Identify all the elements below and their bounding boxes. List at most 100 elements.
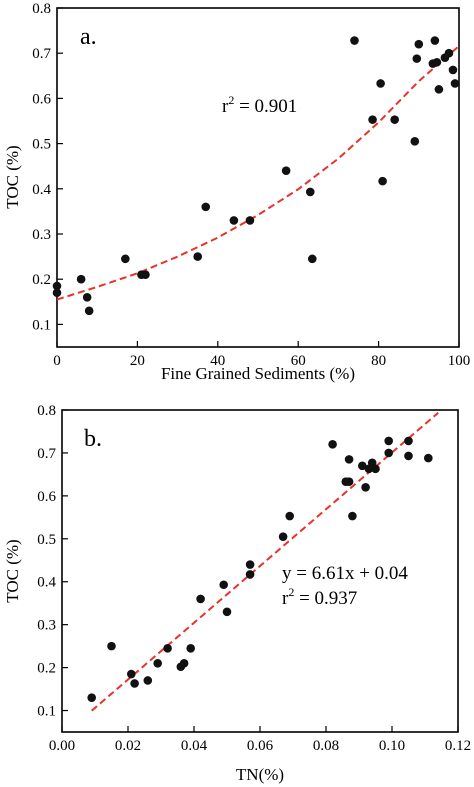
y-tick-label: 0.4 [32, 182, 51, 198]
tick-labels: 0 20 40 60 80 100 0.1 0.2 0.3 0.4 0.5 0.6 0.7 0.8 [32, 1, 470, 369]
data-point [305, 187, 315, 197]
x-tick-label: 0.00 [49, 738, 75, 754]
data-point [348, 511, 357, 521]
data-point [87, 693, 96, 702]
chart-panel-b: 0.00 0.02 0.04 0.06 0.08 0.10 0.12 0.1 0.2 0.3 0.4… [3, 403, 471, 784]
data-point [52, 281, 62, 291]
r-value: = 0.901 [234, 96, 297, 117]
data-point [384, 448, 394, 458]
data-point [450, 79, 460, 88]
data-point [410, 137, 420, 146]
data-points [87, 436, 433, 702]
y-axis-label: TOC (%) [3, 145, 22, 208]
x-tick-label: 60 [291, 353, 306, 369]
y-tick-label: 0.7 [32, 46, 51, 62]
y-tick-label: 0.5 [37, 532, 56, 548]
y-axis-label: TOC (%) [3, 539, 22, 602]
r-symbol: r [282, 588, 289, 609]
data-point [434, 85, 444, 94]
data-point [130, 679, 139, 688]
data-point [285, 511, 295, 521]
x-tick-label: 20 [130, 353, 145, 369]
data-point [358, 461, 367, 471]
data-point [432, 57, 442, 67]
data-point [52, 288, 62, 298]
data-point [153, 659, 162, 668]
data-point [378, 176, 387, 186]
panel-label: a. [80, 24, 97, 50]
data-point [384, 436, 394, 446]
data-point [390, 115, 399, 124]
x-tick-label: 0.06 [247, 738, 274, 754]
data-point [361, 482, 370, 492]
x-tick-label: 0.02 [115, 738, 141, 754]
x-tick-label: 0.08 [313, 738, 339, 754]
data-point [201, 202, 211, 212]
data-point [414, 39, 424, 49]
x-tick-label: 0.12 [445, 738, 471, 754]
fit-curve [56, 45, 460, 301]
y-tick-label: 0.2 [37, 661, 56, 677]
data-point [376, 79, 385, 88]
fit-line [91, 412, 439, 712]
y-tick-label: 0.8 [32, 1, 51, 17]
y-tick-label: 0.6 [32, 91, 51, 107]
data-point [344, 477, 354, 486]
data-point [121, 254, 130, 264]
x-axis-label: TN(%) [236, 765, 284, 784]
x-tick-label: 0 [53, 353, 61, 369]
data-point [222, 607, 232, 617]
regression-equation: y = 6.61x + 0.04 [282, 563, 408, 584]
data-point [350, 36, 359, 45]
y-tick-label: 0.2 [32, 272, 51, 288]
y-tick-label: 0.1 [32, 317, 51, 333]
data-point [444, 48, 454, 58]
data-point [229, 216, 239, 225]
data-point [143, 676, 153, 685]
data-point [430, 36, 440, 45]
panel-label: b. [84, 426, 102, 452]
x-tick-label: 100 [448, 353, 471, 369]
data-point [412, 54, 422, 63]
x-tick-label: 0.04 [181, 738, 208, 754]
data-points [52, 36, 460, 316]
r-symbol: r [222, 96, 229, 117]
data-point [84, 306, 94, 316]
x-tick-label: 40 [210, 353, 225, 369]
axis-ticks [61, 409, 459, 732]
r-exponent: 2 [288, 585, 294, 599]
r-squared-label: r2 = 0.937 [282, 585, 357, 609]
data-point [307, 254, 317, 264]
data-point [179, 659, 189, 668]
data-point [344, 455, 354, 464]
data-point [107, 641, 116, 651]
data-point [368, 115, 377, 124]
data-point [163, 643, 172, 653]
data-point [448, 65, 458, 75]
data-point [328, 440, 337, 449]
r-value: = 0.937 [294, 588, 357, 609]
y-tick-label: 0.8 [37, 403, 56, 419]
data-point [371, 464, 380, 474]
plot-frame [56, 7, 460, 348]
data-point [404, 436, 413, 446]
data-point [245, 570, 255, 579]
y-tick-label: 0.6 [37, 489, 56, 505]
y-tick-label: 0.5 [32, 137, 51, 153]
axis-ticks [56, 7, 460, 347]
y-tick-label: 0.7 [37, 446, 56, 462]
data-point [278, 532, 288, 541]
data-point [196, 594, 205, 604]
r-squared-label: r2 = 0.901 [222, 93, 297, 117]
tick-labels: 0.00 0.02 0.04 0.06 0.08 0.10 0.12 0.1 0.2 0.3 0.4… [37, 403, 471, 754]
y-tick-label: 0.3 [37, 618, 56, 634]
data-point [424, 453, 433, 463]
y-tick-label: 0.4 [37, 575, 56, 591]
data-point [245, 216, 255, 225]
x-axis-label: Fine Grained Sediments (%) [161, 364, 355, 383]
y-tick-label: 0.3 [32, 227, 51, 243]
data-point [76, 274, 86, 284]
data-point [281, 166, 291, 176]
